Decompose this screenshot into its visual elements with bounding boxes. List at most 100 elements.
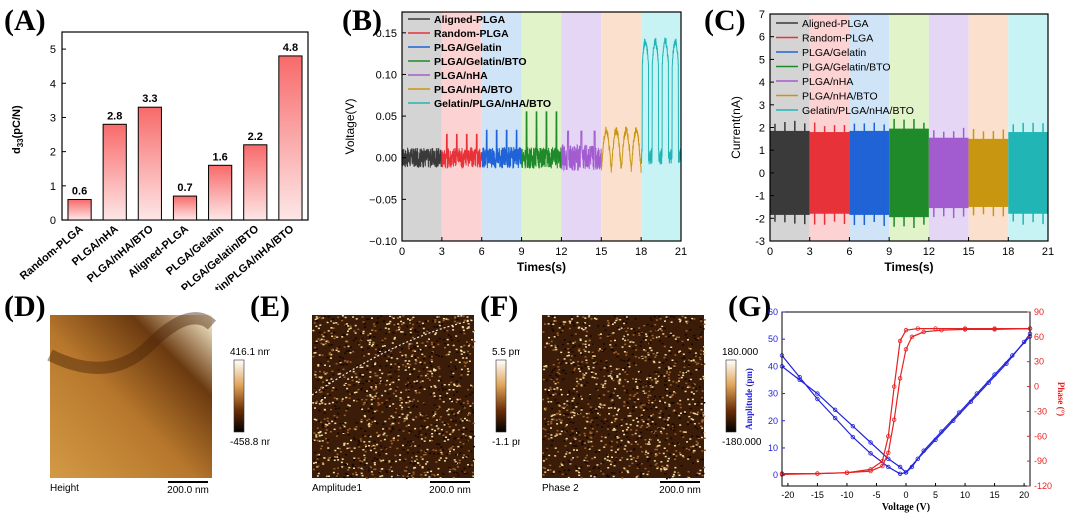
chart-a-value-label: 0.7 — [177, 182, 192, 194]
chart-b-legend-label: Gelatin/PLGA/nHA/BTO — [434, 98, 551, 110]
chart-b-legend-label: PLGA/nHA/BTO — [434, 84, 513, 96]
chart-b-ytick-label: −0.10 — [369, 236, 397, 248]
chart-g-marker — [1010, 353, 1015, 358]
afm-scalebar-label: 200.0 nm — [429, 485, 471, 496]
chart-g-marker — [886, 434, 891, 439]
chart-c-series-block — [849, 130, 890, 215]
chart-c-ytick-label: 0 — [759, 168, 765, 180]
chart-b-xtick-label: 6 — [479, 246, 485, 258]
chart-g-marker — [850, 434, 856, 440]
chart-g-ytick-right-label: 60 — [1034, 332, 1044, 342]
chart-g-ytick-left-label: 50 — [768, 334, 778, 344]
chart-g-marker — [962, 326, 968, 331]
chart-g-marker — [815, 396, 820, 402]
chart-b-xtick-label: 15 — [595, 246, 607, 258]
chart-c-legend-label: PLGA/nHA/BTO — [802, 91, 878, 103]
chart-a-value-label: 3.3 — [142, 93, 157, 105]
chart-c-ytick-label: 1 — [759, 145, 765, 157]
chart-g-ytick-right-label: 90 — [1034, 307, 1044, 317]
chart-c-ytick-label: 2 — [759, 123, 765, 135]
chart-g-series-line — [781, 327, 1030, 475]
chart-g-xtick-label: 20 — [1019, 490, 1029, 500]
afm-channel-label: Phase 2 — [542, 483, 579, 494]
chart-g-ytick-right-label: 0 — [1034, 382, 1039, 392]
chart-a-value-label: 2.2 — [248, 131, 263, 143]
chart-c-series-block — [1008, 132, 1048, 214]
panel-label-b: (B) — [342, 4, 382, 37]
chart-g-ylabel-left: Amplitude (pm) — [744, 368, 754, 430]
afm-height-image — [50, 315, 212, 478]
chart-g-ytick-right-label: -90 — [1034, 456, 1047, 466]
chart-c-xtick-label: 6 — [846, 246, 852, 258]
chart-g-marker — [992, 326, 997, 331]
panel-label-a: (A) — [4, 4, 46, 37]
chart-b-series-line — [600, 126, 642, 173]
chart-c-xtick-label: 15 — [962, 246, 974, 258]
chart-b-xtick-label: 12 — [555, 246, 567, 258]
chart-b-xtick-label: 18 — [635, 246, 647, 258]
chart-g-marker — [939, 429, 944, 434]
chart-b-legend-label: PLGA/nHA — [434, 70, 488, 82]
chart-a-bar — [278, 55, 303, 221]
chart-a-bar — [102, 123, 127, 221]
chart-a-bar-chart: 0123450.6Random-PLGA2.8PLGA/nHA3.3PLGA/n… — [11, 31, 309, 290]
chart-a-ytick-label: 0 — [50, 215, 56, 227]
chart-c-xtick-label: 21 — [1042, 246, 1054, 258]
chart-g-marker — [909, 464, 915, 470]
chart-g-marker — [903, 328, 909, 333]
afm-scale-max: 180.000 — [722, 347, 759, 358]
afm-channel-label: Height — [50, 483, 79, 494]
chart-a-value-label: 2.8 — [107, 110, 122, 122]
chart-g-marker — [880, 458, 885, 464]
chart-a-ytick-label: 5 — [50, 44, 56, 56]
chart-b-xlabel: Times(s) — [517, 260, 566, 274]
chart-b-voltage-chart: 0 3 6 9 12 15 18 21 −0.10 −0.05 0.00 0.05 0.10 0.15 Ti… — [343, 11, 687, 274]
chart-g-marker — [897, 464, 903, 470]
chart-c-legend-label: Gelatin/PLGA/nHA/BTO — [802, 105, 914, 117]
chart-a-bar — [137, 106, 162, 221]
chart-a-ylabel: d33(pC/N) — [11, 105, 25, 154]
chart-g-marker — [897, 376, 903, 381]
afm-noise-texture — [542, 315, 706, 480]
chart-a-ytick-label: 3 — [50, 112, 56, 124]
chart-b-ylabel: Voltage(V) — [343, 98, 357, 154]
chart-g-series-line — [781, 336, 1031, 474]
chart-c-xlabel: Times(s) — [884, 260, 933, 274]
chart-a-bar — [172, 195, 198, 221]
chart-g-marker — [921, 448, 926, 453]
afm-amplitude-panel: 5.5 pm -1.1 pm Amplitude1 200.0 nm — [311, 315, 520, 496]
chart-g-xtick-label: -20 — [781, 490, 794, 500]
chart-c-ytick-label: -3 — [755, 236, 765, 248]
chart-g-marker — [886, 456, 891, 462]
chart-g-marker — [797, 377, 802, 383]
chart-g-marker — [897, 338, 903, 344]
chart-b-xtick-label: 3 — [439, 246, 445, 258]
chart-c-ytick-label: -1 — [755, 191, 765, 203]
chart-a-ytick-label: 2 — [50, 147, 56, 159]
chart-c-series-block — [928, 137, 969, 209]
afm-height-ridge — [47, 312, 217, 374]
chart-g-ytick-left-label: 0 — [773, 470, 778, 480]
panel-label-g: (G) — [728, 290, 772, 323]
afm-scale-max: 5.5 pm — [492, 347, 520, 358]
chart-c-ytick-label: -2 — [755, 213, 765, 225]
chart-g-ytick-left-label: 60 — [768, 307, 778, 317]
chart-b-ytick-label: 0.05 — [376, 111, 397, 123]
chart-g-marker — [886, 464, 891, 470]
chart-g-xlabel: Voltage (V) — [882, 502, 930, 513]
chart-g-marker — [880, 463, 885, 469]
afm-colorbar — [233, 359, 245, 433]
panel-label-f: (F) — [480, 290, 519, 323]
afm-phase-panel: 180.000 -180.000 Phase 2 200.0 nm — [542, 315, 762, 496]
chart-c-series-block — [770, 130, 810, 215]
chart-g-xtick-label: 5 — [933, 490, 938, 500]
chart-c-ylabel: Current(nA) — [729, 96, 743, 159]
chart-g-marker — [850, 423, 856, 429]
chart-g-xtick-label: -15 — [811, 490, 824, 500]
afm-scale-max: 416.1 nm — [230, 347, 270, 358]
chart-g-marker — [891, 417, 897, 422]
chart-c-xtick-label: 12 — [923, 246, 935, 258]
chart-c-xtick-label: 18 — [1002, 246, 1014, 258]
chart-g-ytick-right-label: 30 — [1034, 357, 1044, 367]
chart-c-ytick-label: 5 — [759, 54, 765, 66]
